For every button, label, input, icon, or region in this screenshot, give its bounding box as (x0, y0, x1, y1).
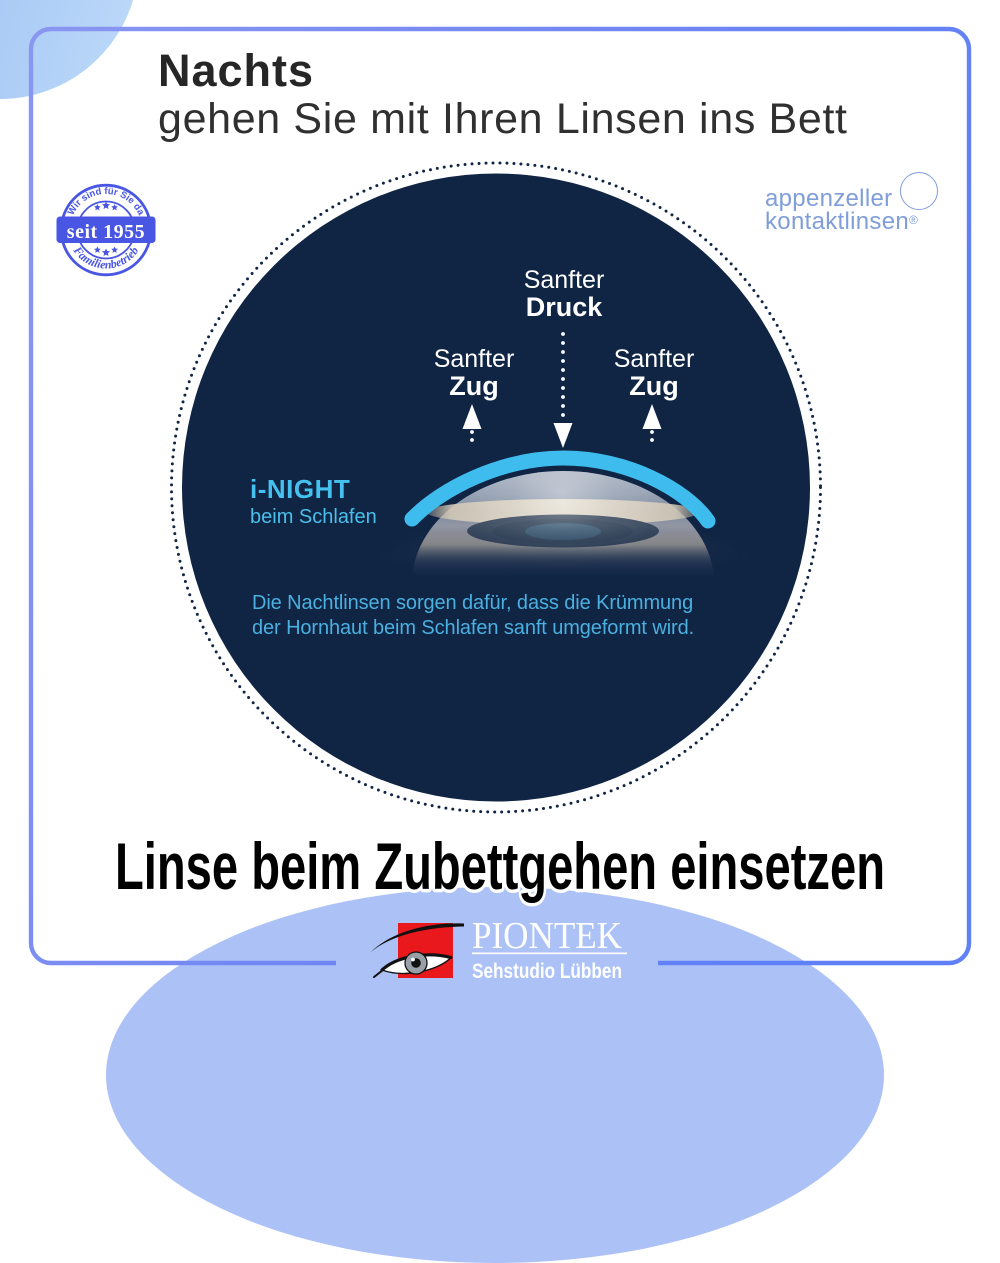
svg-text:Sehstudio Lübben: Sehstudio Lübben (472, 960, 622, 983)
svg-text:seit 1955: seit 1955 (67, 221, 145, 243)
svg-text:Linse beim Zubettgehen einsetz: Linse beim Zubettgehen einsetzen (115, 829, 885, 903)
svg-text:PIONTEK: PIONTEK (472, 915, 623, 957)
